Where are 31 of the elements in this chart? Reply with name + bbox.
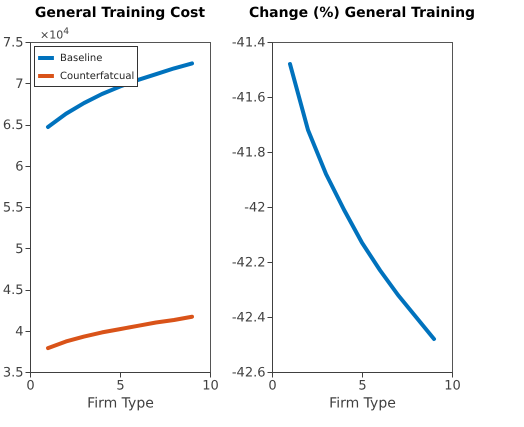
y-tick-label: 3.5 — [2, 366, 24, 380]
y-tick-label: 6 — [15, 159, 24, 174]
x-axis-title: Firm Type — [87, 396, 154, 412]
x-tick-label: 0 — [268, 378, 277, 394]
y-tick-label: 5.5 — [2, 200, 24, 216]
y-tick-label: -41.6 — [232, 90, 266, 106]
y-tick-label: -41.8 — [232, 146, 266, 160]
legend-label: Counterfatcual — [60, 71, 134, 82]
y-tick-label: -42 — [244, 200, 266, 216]
y-tick-label: 6.5 — [2, 118, 24, 133]
y-tick-label: 5 — [15, 242, 24, 257]
y-tick-label: 7 — [15, 76, 24, 92]
x-tick-label: 5 — [358, 378, 367, 394]
y-tick-label: 4.5 — [2, 283, 24, 298]
text: ×10$^{4}$ — [40, 26, 70, 42]
line-series — [288, 62, 436, 341]
y-tick-label: -41.4 — [232, 36, 266, 50]
y-tick-label: -42.2 — [232, 256, 266, 270]
legend-label: Baseline — [60, 53, 102, 64]
y-tick-label: -42.6 — [232, 366, 266, 380]
x-tick-label: 10 — [444, 378, 461, 394]
chart-title: General Training Cost — [34, 5, 206, 21]
chart-title: Change (%) General Training — [248, 5, 476, 21]
y-tick-label: 7.5 — [2, 36, 24, 50]
x-axis-title: Firm Type — [329, 396, 396, 412]
y-tick-label: 4 — [15, 324, 24, 340]
x-tick-label: 0 — [26, 378, 35, 394]
x-tick-label: 10 — [202, 378, 219, 394]
y-tick-label: -42.4 — [232, 310, 266, 326]
x-tick-label: 5 — [116, 378, 125, 394]
line-series — [46, 314, 194, 350]
